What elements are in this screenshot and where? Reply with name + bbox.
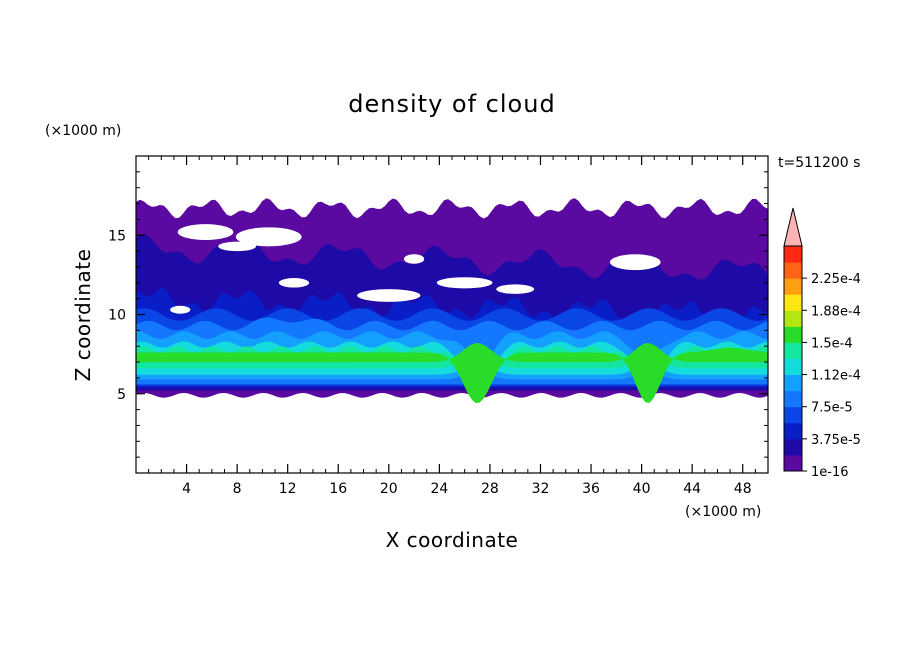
colorbar-segment	[784, 246, 802, 263]
colorbar-segment	[784, 422, 802, 440]
cloud-gap	[278, 278, 310, 288]
x-axis-label: X coordinate	[386, 528, 519, 552]
x-tick-label: 44	[683, 481, 701, 497]
y-axis: 5 10 15	[108, 171, 768, 458]
x-tick-label: 40	[633, 481, 651, 497]
cloud-gap	[436, 277, 493, 289]
cloud-gap	[403, 254, 425, 264]
colorbar-segment	[784, 390, 802, 408]
x-tick-label: 12	[279, 481, 297, 497]
cloud-gap	[610, 254, 661, 271]
colorbar-segment	[784, 374, 802, 392]
cloud-gap	[496, 284, 535, 294]
x-tick-label: 20	[380, 481, 398, 497]
x-axis: 4 8 12 16 20 24 28 32 36 40 44 48	[148, 156, 756, 497]
y-tick-label: 5	[117, 387, 126, 403]
y-axis-label: Z coordinate	[71, 249, 95, 382]
x-tick-label: 24	[430, 481, 448, 497]
colorbar-label: 1.88e-4	[811, 304, 861, 319]
cloud-band-level-8	[136, 343, 768, 403]
colorbar-segment	[784, 262, 802, 279]
y-tick-label: 15	[108, 228, 126, 244]
y-unit-label: (×1000 m)	[45, 123, 121, 139]
colorbar-segment	[784, 358, 802, 376]
colorbar-label: 2.25e-4	[811, 272, 861, 287]
colorbar-over-triangle	[783, 207, 803, 247]
colorbar-segment	[784, 406, 802, 424]
colorbar-segment	[784, 310, 802, 327]
y-tick-label: 10	[108, 308, 126, 324]
x-tick-label: 16	[329, 481, 347, 497]
cloud-gap	[357, 289, 421, 302]
colorbar-label: 1.12e-4	[811, 369, 861, 384]
cloud-density-field	[136, 198, 768, 403]
x-tick-label: 28	[481, 481, 499, 497]
colorbar-label: 7.5e-5	[811, 401, 853, 416]
colorbar-segment	[784, 342, 802, 359]
colorbar-label: 1.5e-4	[811, 336, 853, 351]
colorbar-frame	[783, 245, 803, 472]
x-unit-label: (×1000 m)	[685, 504, 761, 520]
colorbar-label: 1e-16	[811, 465, 849, 480]
x-tick-label: 8	[233, 481, 242, 497]
cloud-gap	[177, 224, 234, 241]
colorbar: 1e-16 3.75e-5 7.5e-5 1.12e-4 1.5e-4 1.88e-4 2.…	[783, 207, 861, 480]
x-tick-label: 36	[582, 481, 600, 497]
cloud-gap	[235, 227, 302, 247]
colorbar-segment	[784, 438, 802, 456]
x-tick-label: 48	[734, 481, 752, 497]
time-label: t=511200 s	[778, 155, 860, 171]
chart-title: density of cloud	[348, 90, 555, 118]
colorbar-segment	[784, 326, 802, 343]
colorbar-segment	[784, 454, 802, 472]
colorbar-label: 3.75e-5	[811, 433, 861, 448]
x-tick-label: 32	[532, 481, 550, 497]
colorbar-segment	[784, 278, 802, 295]
cloud-gap	[170, 305, 191, 314]
colorbar-segment	[784, 294, 802, 311]
cloud-gap	[218, 241, 257, 252]
x-tick-label: 4	[182, 481, 191, 497]
